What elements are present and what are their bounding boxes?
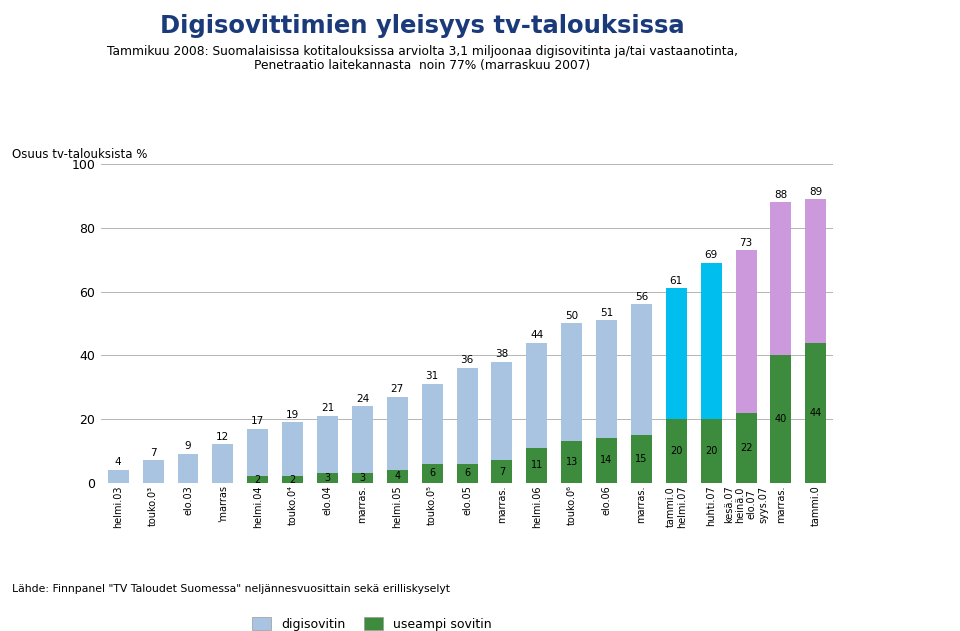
Text: Tammikuu 2008: Suomalaisissa kotitalouksissa arviolta 3,1 miljoonaa digisovitint: Tammikuu 2008: Suomalaisissa kotitalouks… [107, 45, 738, 59]
Text: 89: 89 [809, 187, 823, 197]
Bar [248, 428, 268, 476]
Bar [421, 384, 443, 464]
Bar [562, 441, 582, 483]
Bar [421, 464, 443, 483]
Bar [352, 473, 372, 483]
Text: 3: 3 [359, 473, 366, 483]
Text: 38: 38 [495, 349, 509, 359]
Bar [387, 397, 408, 470]
Text: 20: 20 [670, 446, 683, 456]
Bar [526, 343, 547, 447]
Bar [596, 438, 617, 483]
Text: 15: 15 [636, 454, 648, 464]
Bar [631, 435, 652, 483]
Text: 4: 4 [395, 471, 400, 481]
Bar [735, 250, 756, 413]
Text: Lähde: Finnpanel "TV Taloudet Suomessa" neljännesvuosittain sekä erilliskyselyt: Lähde: Finnpanel "TV Taloudet Suomessa" … [12, 584, 449, 594]
Text: 3: 3 [324, 473, 330, 483]
Bar [282, 476, 303, 483]
Text: Osuus tv-talouksista %: Osuus tv-talouksista % [12, 148, 147, 161]
Bar [108, 470, 129, 483]
Bar [492, 461, 513, 483]
Bar [317, 416, 338, 473]
Bar [387, 470, 408, 483]
Text: 17: 17 [252, 416, 264, 426]
Bar [701, 263, 722, 419]
Text: 2: 2 [254, 475, 261, 485]
Bar [805, 199, 827, 343]
Text: 13: 13 [565, 457, 578, 467]
Bar [631, 304, 652, 435]
Text: 44: 44 [809, 408, 822, 418]
Text: 20: 20 [705, 446, 717, 456]
Legend: digisovitin, useampi sovitin: digisovitin, useampi sovitin [248, 612, 496, 631]
Text: 73: 73 [739, 237, 753, 247]
Bar [771, 203, 791, 355]
Text: 40: 40 [775, 414, 787, 424]
Bar [492, 362, 513, 461]
Bar [526, 447, 547, 483]
Text: 2: 2 [290, 475, 296, 485]
Bar [352, 406, 372, 473]
Bar [457, 368, 477, 464]
Text: 7: 7 [150, 448, 156, 458]
Text: 31: 31 [425, 372, 439, 381]
Bar [735, 413, 756, 483]
Text: 22: 22 [740, 443, 753, 452]
Text: 14: 14 [600, 456, 612, 466]
Text: 36: 36 [461, 355, 473, 365]
Bar [212, 444, 233, 483]
Text: 44: 44 [530, 330, 543, 340]
Bar [666, 419, 686, 483]
Text: 11: 11 [531, 460, 543, 470]
Bar [666, 288, 686, 419]
Text: 6: 6 [464, 468, 470, 478]
Text: 51: 51 [600, 308, 613, 317]
Text: 69: 69 [705, 251, 718, 261]
Bar [805, 343, 827, 483]
Text: Digisovittimien yleisyys tv-talouksissa: Digisovittimien yleisyys tv-talouksissa [160, 14, 684, 38]
Bar [282, 422, 303, 476]
Bar [562, 323, 582, 441]
Text: 88: 88 [775, 190, 787, 200]
Text: 21: 21 [321, 403, 334, 413]
Text: 12: 12 [216, 432, 229, 442]
Text: 27: 27 [391, 384, 404, 394]
Bar [317, 473, 338, 483]
Text: 61: 61 [670, 276, 683, 286]
Bar [248, 476, 268, 483]
Text: Penetraatio laitekannasta  noin 77% (marraskuu 2007): Penetraatio laitekannasta noin 77% (marr… [254, 59, 590, 73]
Bar [596, 320, 617, 438]
Text: 6: 6 [429, 468, 435, 478]
Text: 9: 9 [184, 442, 191, 452]
Bar [178, 454, 199, 483]
Bar [701, 419, 722, 483]
Text: 24: 24 [356, 394, 369, 404]
Bar [143, 461, 163, 483]
Bar [457, 464, 477, 483]
Text: 56: 56 [635, 292, 648, 302]
Text: 4: 4 [115, 457, 122, 468]
Text: 19: 19 [286, 410, 300, 420]
Text: 7: 7 [499, 466, 505, 476]
Bar [771, 355, 791, 483]
Text: 50: 50 [565, 311, 578, 321]
